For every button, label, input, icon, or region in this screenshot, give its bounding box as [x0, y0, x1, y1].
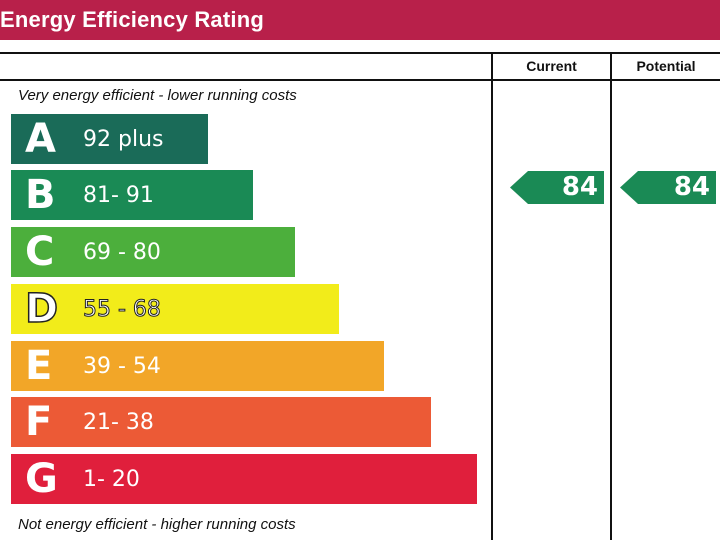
band-letter: E: [25, 343, 53, 389]
current-rating-arrow: 84: [510, 171, 604, 204]
current-rating-value: 84: [561, 172, 598, 202]
band-letter: F: [25, 399, 53, 445]
band-g: G 1- 20: [11, 454, 477, 504]
band-letter: C: [25, 229, 55, 275]
page-title: Energy Efficiency Rating: [0, 7, 264, 32]
band-e: E 39 - 54: [11, 341, 384, 391]
current-arrow-shape: [510, 171, 604, 204]
band-d: D 55 - 68: [11, 284, 339, 334]
header-bar: Energy Efficiency Rating: [0, 0, 720, 40]
band-range: 39 - 54: [83, 354, 161, 379]
rating-table: [0, 52, 720, 540]
band-range: 21- 38: [83, 410, 154, 435]
efficient-note: Very energy efficient - lower running co…: [18, 87, 297, 104]
band-range: 1- 20: [83, 467, 140, 492]
potential-arrow-shape: [620, 171, 716, 204]
band-b: B 81- 91: [11, 170, 253, 220]
potential-column-header: Potential: [636, 58, 696, 74]
band-letter: B: [25, 172, 56, 218]
header-divider: [0, 79, 720, 81]
band-range: 55 - 68: [83, 297, 162, 323]
band-a: A 92 plus: [11, 114, 208, 164]
band-range: 69 - 80: [83, 240, 161, 265]
band-c: C 69 - 80: [11, 227, 295, 277]
band-range: 92 plus: [83, 127, 164, 152]
current-column-header: Current: [526, 58, 577, 74]
potential-rating-arrow: 84: [620, 171, 716, 204]
band-range: 81- 91: [83, 183, 154, 208]
potential-rating-value: 84: [673, 172, 710, 202]
band-letter: A: [25, 116, 56, 162]
band-letter: G: [25, 456, 58, 502]
column-divider-potential: [610, 52, 612, 540]
band-f: F 21- 38: [11, 397, 431, 447]
band-letter: D: [24, 285, 59, 333]
column-divider-current: [491, 52, 493, 540]
inefficient-note: Not energy efficient - higher running co…: [18, 516, 296, 533]
